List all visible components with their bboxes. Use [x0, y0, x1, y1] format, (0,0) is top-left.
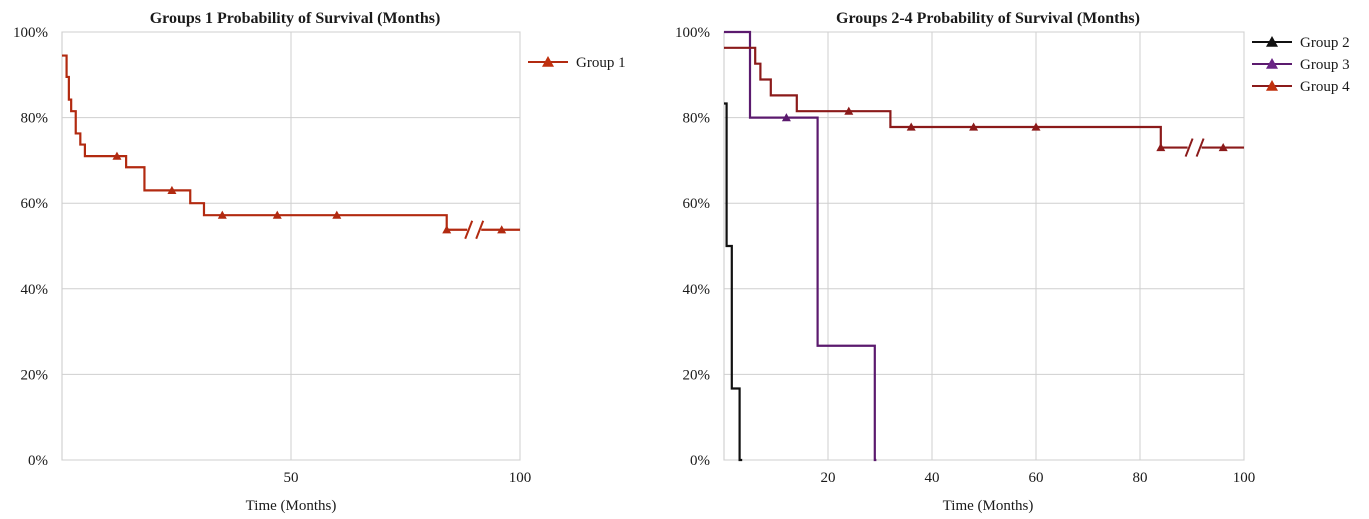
axis-break-mark	[1184, 138, 1205, 157]
x-tick-labels: 50 100	[284, 470, 532, 486]
legend-marker	[1266, 80, 1278, 91]
axis-break-mark	[464, 220, 485, 240]
x-tick-labels: 20 40 60 80 100	[821, 470, 1256, 486]
chart-title: Groups 1 Probability of Survival (Months…	[150, 10, 441, 27]
censor-marker	[781, 113, 791, 122]
legend-label: Group 4	[1300, 79, 1350, 95]
plot-frame	[723, 31, 1245, 461]
legend-marker	[1266, 36, 1278, 47]
censor-marker	[1218, 143, 1228, 152]
survival-step-line	[62, 54, 520, 231]
legend-label: Group 1	[576, 55, 626, 71]
y-tick-label: 100%	[675, 25, 710, 41]
break-slash	[1195, 138, 1205, 157]
survival-step-line	[724, 30, 877, 462]
x-tick-label: 100	[509, 470, 532, 486]
censor-marker	[906, 122, 916, 131]
legend-marker	[1266, 58, 1278, 69]
legend-label: Group 3	[1300, 57, 1350, 73]
censor-marker	[1156, 143, 1166, 152]
x-tick-label: 80	[1133, 470, 1148, 486]
y-tick-label: 0%	[28, 453, 48, 469]
y-tick-label: 40%	[21, 282, 49, 298]
censor-marker	[969, 122, 979, 131]
censor-marker	[217, 210, 227, 219]
y-tick-label: 40%	[683, 282, 711, 298]
censor-marker	[112, 151, 122, 160]
x-tick-label: 40	[925, 470, 940, 486]
censor-marker	[442, 225, 452, 234]
break-slash	[475, 220, 485, 240]
survival-step-line	[724, 46, 1244, 149]
y-tick-labels: 0% 20% 40% 60% 80% 100%	[13, 25, 48, 469]
censor-marker	[844, 106, 854, 115]
break-slash	[464, 220, 474, 240]
censor-marker	[272, 210, 282, 219]
censor-marker	[497, 225, 507, 234]
legend: Group 1	[528, 55, 626, 71]
y-tick-label: 80%	[683, 111, 711, 127]
y-tick-label: 20%	[683, 367, 711, 383]
y-tick-label: 20%	[21, 367, 49, 383]
chart-title: Groups 2-4 Probability of Survival (Mont…	[836, 10, 1140, 27]
legend: Group 2 Group 3 Group 4	[1252, 35, 1350, 95]
x-tick-label: 20	[821, 470, 836, 486]
break-slash	[1184, 138, 1194, 157]
y-tick-label: 60%	[683, 196, 711, 212]
y-tick-labels: 0% 20% 40% 60% 80% 100%	[675, 25, 710, 469]
group1-survival-chart: Groups 1 Probability of Survival (Months…	[13, 10, 626, 514]
censor-marker	[1031, 122, 1041, 131]
censor-marker	[332, 210, 342, 219]
series-layer	[62, 54, 520, 234]
grid-lines	[61, 31, 521, 461]
y-tick-label: 100%	[13, 25, 48, 41]
groups2-4-survival-chart: Groups 2-4 Probability of Survival (Mont…	[675, 10, 1350, 514]
grid-lines	[723, 31, 1245, 461]
series-layer	[724, 30, 1244, 462]
censor-marker	[167, 185, 177, 194]
x-axis-label: Time (Months)	[943, 498, 1034, 514]
legend-label: Group 2	[1300, 35, 1350, 51]
y-tick-label: 0%	[690, 453, 710, 469]
y-tick-label: 80%	[21, 111, 49, 127]
x-axis-label: Time (Months)	[246, 498, 337, 514]
legend-marker	[542, 56, 554, 67]
x-tick-label: 60	[1029, 470, 1044, 486]
survival-step-line	[724, 102, 743, 462]
x-tick-label: 100	[1233, 470, 1256, 486]
x-tick-label: 50	[284, 470, 299, 486]
y-tick-label: 60%	[21, 196, 49, 212]
